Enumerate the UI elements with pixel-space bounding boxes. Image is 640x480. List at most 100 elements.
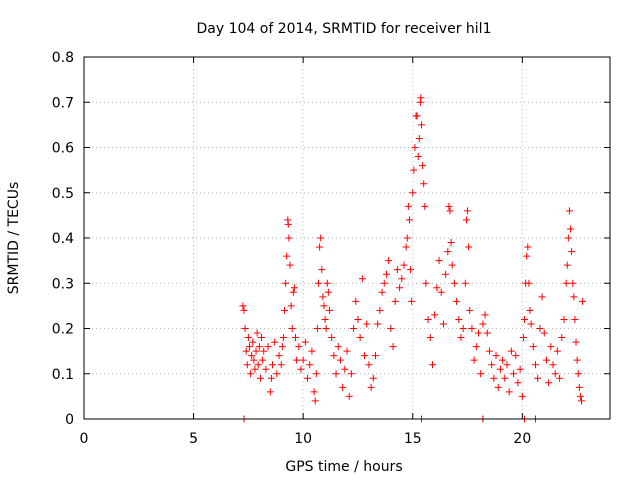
data-point [241,325,249,332]
data-point [421,202,429,210]
data-point [405,216,413,224]
grid-lines [84,57,610,419]
data-point [445,202,453,210]
data-point [385,257,393,265]
data-point [485,347,493,355]
data-point [492,352,500,360]
data-point [540,329,548,337]
data-point [481,311,489,319]
data-point [475,329,482,337]
data-point [319,293,327,301]
data-point [293,356,301,364]
data-point [281,306,289,314]
data-point [470,356,478,364]
data-point [259,356,267,364]
data-point [391,297,399,305]
data-point [367,383,375,391]
data-point [417,94,425,102]
data-point [358,275,366,283]
data-point [339,383,347,391]
data-point [422,279,430,287]
data-point [250,356,258,364]
data-point [285,234,293,242]
data-point [496,365,504,373]
plot-frame [83,56,611,420]
data-point [248,352,256,360]
data-point [444,248,452,256]
y-axis-label: SRMTID / TECUs [6,182,22,295]
data-point [419,162,427,170]
data-point [328,334,336,342]
data-point [361,352,369,360]
data-point [402,243,410,251]
y-tick-label: 0.2 [52,322,74,338]
data-point [519,334,527,342]
data-point [278,343,286,351]
data-point [356,334,364,342]
data-point [410,166,418,174]
data-point [562,279,570,287]
data-point [251,365,259,373]
data-point [462,216,470,224]
data-point [574,370,582,378]
data-point [556,374,564,382]
data-point [393,266,401,274]
data-point [547,343,555,351]
data-point [472,343,480,351]
data-point [560,315,568,323]
data-point [447,239,455,247]
data-point [347,370,355,378]
data-point [435,257,443,265]
data-point [459,325,467,332]
data-point [371,352,379,360]
data-point [415,134,423,142]
data-point [424,315,432,323]
data-point [521,315,529,323]
data-point [277,361,285,369]
y-tick-label: 0.3 [52,276,74,292]
data-point [488,361,496,369]
data-point [551,370,559,378]
data-point [267,374,275,382]
data-point [304,374,312,382]
data-point [461,279,469,287]
data-point [468,325,476,332]
data-point [529,343,537,351]
data-point [408,297,416,305]
chart-title: Day 104 of 2014, SRMTID for receiver hil… [197,21,492,37]
data-point [404,202,412,210]
data-point [318,266,326,274]
data-point [536,325,544,332]
data-point [570,293,578,301]
data-point [523,252,531,260]
data-point [465,243,473,251]
data-point [287,302,295,310]
data-point [363,320,371,328]
data-point [525,279,533,287]
data-point [571,315,579,323]
y-tick-label: 0.8 [52,50,74,66]
x-tick-label: 10 [294,431,312,447]
data-point [414,153,422,161]
data-point [575,383,583,391]
data-point [352,297,360,305]
data-point [545,379,553,387]
data-point [457,334,465,342]
data-point [450,279,458,287]
data-point [317,234,325,242]
y-tick-label: 0.5 [52,186,74,202]
y-tick-label: 0.7 [52,95,74,111]
data-point [242,347,250,355]
data-point [437,288,445,296]
data-point [409,189,417,197]
data-point [258,334,266,342]
data-point [330,352,338,360]
data-point [369,374,377,382]
data-point [332,370,340,378]
data-point [403,234,411,242]
data-point [365,361,373,369]
data-point [290,284,298,292]
data-point [283,252,291,260]
data-point [542,356,550,364]
data-point [464,207,472,215]
